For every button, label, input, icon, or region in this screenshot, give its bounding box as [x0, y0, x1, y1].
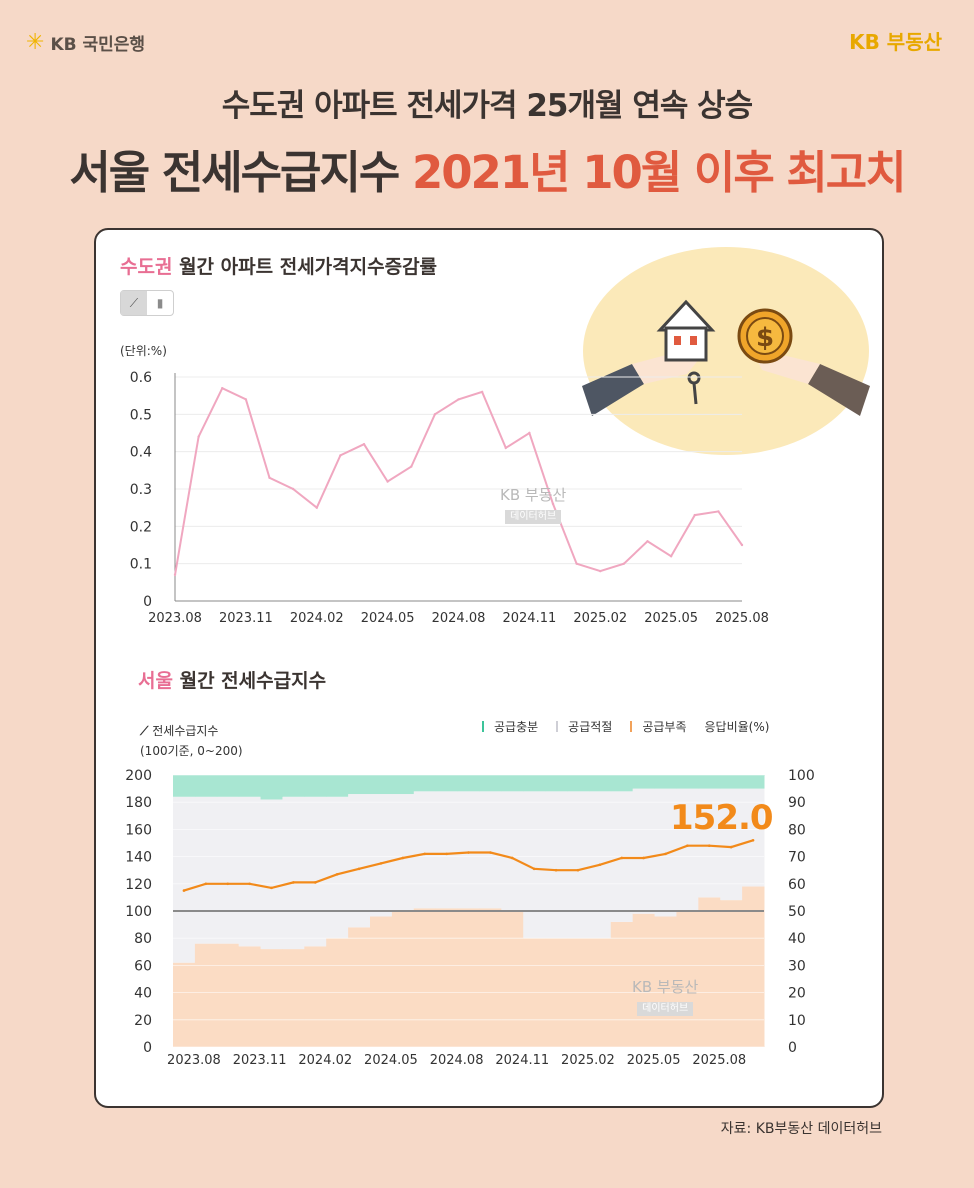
legend-label-excess: 공급충분: [494, 720, 539, 734]
legend-label-adequate: 공급적절: [568, 720, 613, 734]
chart1-title-highlight: 수도권: [120, 256, 173, 278]
svg-text:$: $: [756, 323, 774, 353]
headline-line2-part2: 2021년 10월 이후 최고치: [411, 146, 907, 199]
right-axis-label: 응답비율(%): [704, 720, 770, 734]
chart2-title-rest: 월간 전세수급지수: [179, 670, 327, 692]
trend-line-icon: ⟋: [140, 724, 149, 738]
chart2-series-sub: (100기준, 0~200): [140, 744, 243, 758]
chart2-title-highlight: 서울: [138, 670, 173, 692]
latest-value-callout: 152.0: [670, 798, 774, 838]
bar-chart-icon[interactable]: ▮: [156, 296, 164, 310]
chart2-series-label: ⟋ 전세수급지수: [140, 722, 218, 739]
chart2-legend: 공급충분 공급적절 공급부족 응답비율(%): [482, 718, 769, 735]
bank-logo-text: KB 국민은행: [50, 35, 146, 55]
chart2-title: 서울 월간 전세수급지수: [138, 666, 326, 693]
legend-item-adequate: 공급적절: [556, 718, 612, 735]
chart2-watermark-sub: 데이터허브: [637, 1001, 694, 1017]
chart2-watermark: KB 부동산 데이터허브: [632, 978, 699, 1017]
bank-logo: ✳ KB 국민은행: [26, 30, 145, 55]
chart1-title: 수도권 월간 아파트 전세가격지수증감률: [120, 252, 437, 279]
headline-line2-part1: 서울 전세수급지수: [69, 146, 400, 199]
legend-label-shortage: 공급부족: [642, 720, 687, 734]
source-note: 자료: KB부동산 데이터허브: [720, 1121, 882, 1137]
legend-swatch-adequate: [556, 721, 562, 732]
legend-item-shortage: 공급부족: [630, 718, 687, 735]
chart1-watermark-brand: KB 부동산: [500, 486, 567, 504]
chart2-watermark-brand: KB 부동산: [632, 978, 699, 996]
line-chart-icon[interactable]: ⟋: [121, 291, 147, 315]
legend-swatch-excess: [482, 721, 488, 732]
headline-line2: 서울 전세수급지수 2021년 10월 이후 최고치: [0, 136, 974, 201]
legend-swatch-shortage: [630, 721, 636, 732]
chart2-series-label-text: 전세수급지수: [152, 724, 219, 738]
legend-item-excess: 공급충분: [482, 718, 538, 735]
kb-star-icon: ✳: [26, 30, 45, 55]
chart-type-toggle[interactable]: ⟋ ▮: [120, 290, 174, 316]
brand-logo: KB 부동산: [849, 30, 942, 54]
headline-line1: 수도권 아파트 전세가격 25개월 연속 상승: [221, 88, 753, 124]
chart1-title-rest: 월간 아파트 전세가격지수증감률: [179, 256, 438, 278]
chart1-unit: (단위:%): [120, 344, 167, 358]
chart1-watermark-sub: 데이터허브: [505, 509, 562, 525]
house-coin-exchange-illustration: $: [582, 247, 870, 455]
chart1-watermark: KB 부동산 데이터허브: [500, 486, 567, 525]
